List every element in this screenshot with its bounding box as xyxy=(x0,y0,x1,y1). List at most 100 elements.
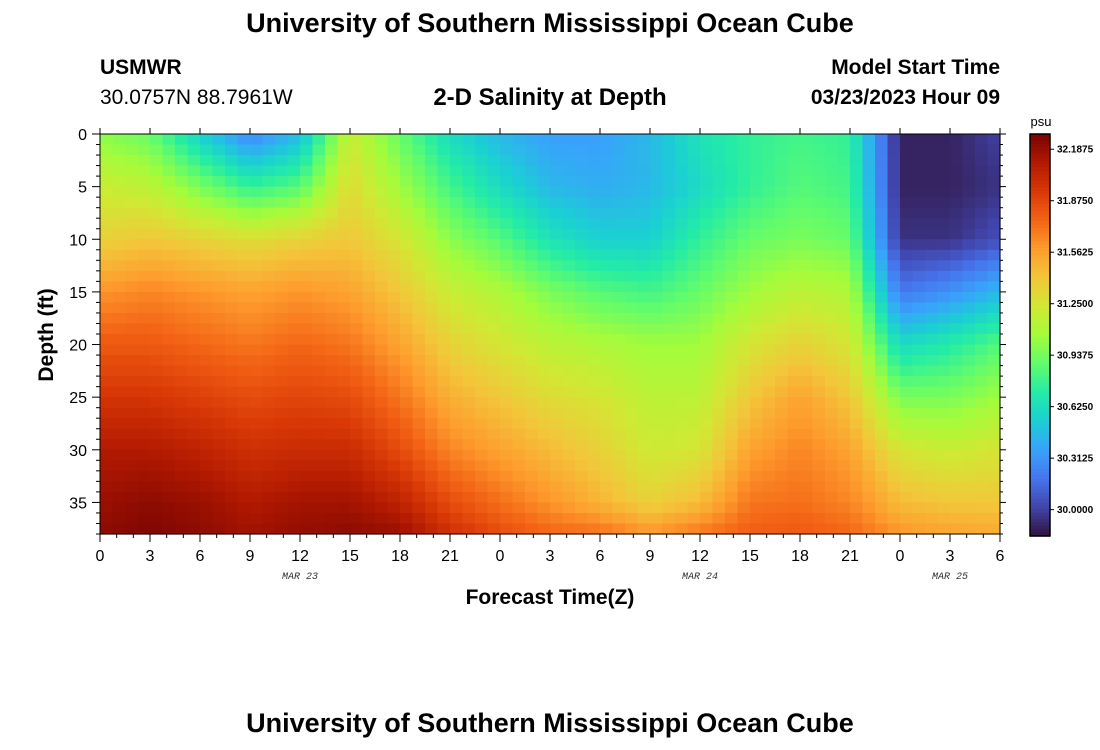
heatmap-cell xyxy=(775,249,789,261)
heatmap-cell xyxy=(325,439,339,451)
heatmap-cell xyxy=(450,239,464,251)
heatmap-cell xyxy=(837,449,851,461)
heatmap-cell xyxy=(900,207,914,219)
heatmap-cell xyxy=(550,291,564,304)
heatmap-cell xyxy=(875,323,889,335)
heatmap-cell xyxy=(512,281,526,293)
heatmap-cell xyxy=(812,281,826,293)
colorbar-segment xyxy=(1030,519,1050,524)
heatmap-cell xyxy=(950,502,964,514)
heatmap-cell xyxy=(387,344,401,356)
heatmap-cell xyxy=(675,249,689,261)
heatmap-cell xyxy=(437,144,451,156)
heatmap-cell xyxy=(887,439,901,451)
heatmap-cell xyxy=(650,470,664,482)
heatmap-cell xyxy=(762,176,776,188)
heatmap-cell xyxy=(225,481,239,493)
heatmap-cell xyxy=(175,386,189,398)
heatmap-cell xyxy=(425,428,439,440)
station-id: USMWR xyxy=(100,56,182,79)
heatmap-cell xyxy=(975,491,989,504)
heatmap-cell xyxy=(687,270,701,282)
heatmap-cell xyxy=(487,407,501,419)
heatmap-cell xyxy=(162,344,176,356)
heatmap-cell xyxy=(500,239,514,251)
heatmap-cell xyxy=(737,228,751,240)
heatmap-cell xyxy=(562,428,576,440)
heatmap-cell xyxy=(975,512,989,525)
heatmap-cell xyxy=(362,428,376,440)
heatmap-cell xyxy=(375,365,389,377)
colorbar-segment xyxy=(1030,472,1050,477)
heatmap-cell xyxy=(925,218,939,230)
heatmap-cell xyxy=(450,323,464,335)
heatmap-cell xyxy=(362,491,376,504)
heatmap-cell xyxy=(425,176,439,188)
heatmap-cell xyxy=(687,491,701,504)
heatmap-cell xyxy=(162,260,176,272)
heatmap-cell xyxy=(150,376,164,388)
heatmap-cell xyxy=(562,502,576,514)
heatmap-cell xyxy=(375,197,389,209)
heatmap-cell xyxy=(700,312,714,325)
heatmap-cell xyxy=(787,449,801,461)
heatmap-cell xyxy=(300,134,314,146)
heatmap-cell xyxy=(912,155,926,167)
heatmap-cell xyxy=(662,491,676,504)
heatmap-cell xyxy=(662,186,676,198)
heatmap-cell xyxy=(900,397,914,409)
heatmap-cell xyxy=(400,155,414,167)
heatmap-cell xyxy=(162,218,176,230)
heatmap-cell xyxy=(250,291,264,304)
station-coordinates: 30.0757N 88.7961W xyxy=(100,86,293,109)
heatmap-cell xyxy=(862,291,876,304)
heatmap-cell xyxy=(950,323,964,335)
heatmap-cell xyxy=(512,186,526,198)
heatmap-cell xyxy=(612,365,626,377)
heatmap-cell xyxy=(325,418,339,430)
heatmap-cell xyxy=(275,491,289,504)
heatmap-cell xyxy=(575,523,589,535)
heatmap-cell xyxy=(462,218,476,230)
heatmap-cell xyxy=(262,449,276,461)
heatmap-cell xyxy=(812,365,826,377)
heatmap-cell xyxy=(862,512,876,525)
heatmap-cell xyxy=(337,207,351,219)
heatmap-cell xyxy=(837,386,851,398)
heatmap-cell xyxy=(212,502,226,514)
heatmap-cell xyxy=(950,470,964,482)
heatmap-cell xyxy=(562,228,576,240)
heatmap-cell xyxy=(287,207,301,219)
y-tick-label: 5 xyxy=(78,180,87,197)
heatmap-cell xyxy=(687,302,701,314)
heatmap-cell xyxy=(550,386,564,398)
heatmap-cell xyxy=(237,491,251,504)
heatmap-cell xyxy=(625,249,639,261)
heatmap-cell xyxy=(675,134,689,146)
heatmap-cell xyxy=(187,428,201,440)
heatmap-cell xyxy=(312,134,326,146)
heatmap-cell xyxy=(400,197,414,209)
heatmap-cell xyxy=(562,334,576,346)
heatmap-cell xyxy=(700,355,714,367)
heatmap-cell xyxy=(550,228,564,240)
heatmap-cell xyxy=(575,376,589,388)
heatmap-cell xyxy=(762,228,776,240)
heatmap-cell xyxy=(525,291,539,304)
heatmap-cell xyxy=(800,481,814,493)
heatmap-cell xyxy=(287,523,301,535)
heatmap-cell xyxy=(700,165,714,177)
heatmap-cell xyxy=(662,502,676,514)
heatmap-cell xyxy=(937,460,951,472)
heatmap-cell xyxy=(375,144,389,156)
heatmap-cell xyxy=(900,449,914,461)
heatmap-cell xyxy=(612,460,626,472)
heatmap-cell xyxy=(162,228,176,240)
heatmap-cell xyxy=(512,355,526,367)
heatmap-cell xyxy=(825,523,839,535)
heatmap-cell xyxy=(700,418,714,430)
heatmap-cell xyxy=(525,376,539,388)
heatmap-cell xyxy=(525,165,539,177)
heatmap-cell xyxy=(575,491,589,504)
